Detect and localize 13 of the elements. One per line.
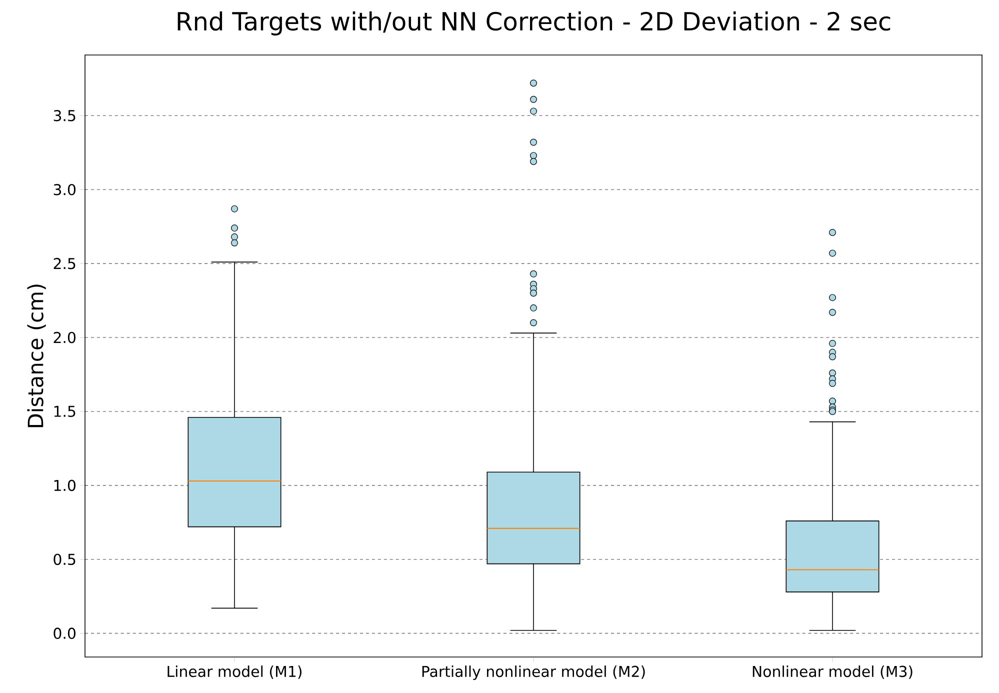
y-tick-label: 3.5 xyxy=(54,110,76,122)
y-tick-label: 1.0 xyxy=(54,480,76,492)
x-tick-label: Partially nonlinear model (M2) xyxy=(422,666,645,680)
y-tick-label: 2.0 xyxy=(54,332,76,344)
y-tick-label: 2.5 xyxy=(54,258,76,270)
chart-title: Rnd Targets with/out NN Correction - 2D Deviation - 2 sec xyxy=(178,11,890,36)
x-tick-label: Linear model (M1) xyxy=(168,666,302,679)
y-tick-label: 0.0 xyxy=(54,628,76,639)
x-tick-label: Nonlinear model (M3) xyxy=(752,666,912,679)
y-tick-label: 1.5 xyxy=(54,406,76,418)
y-tick-label: 3.0 xyxy=(54,184,76,196)
y-tick-label: 0.5 xyxy=(54,554,76,566)
y-axis-title: Distance (cm) xyxy=(27,284,46,428)
